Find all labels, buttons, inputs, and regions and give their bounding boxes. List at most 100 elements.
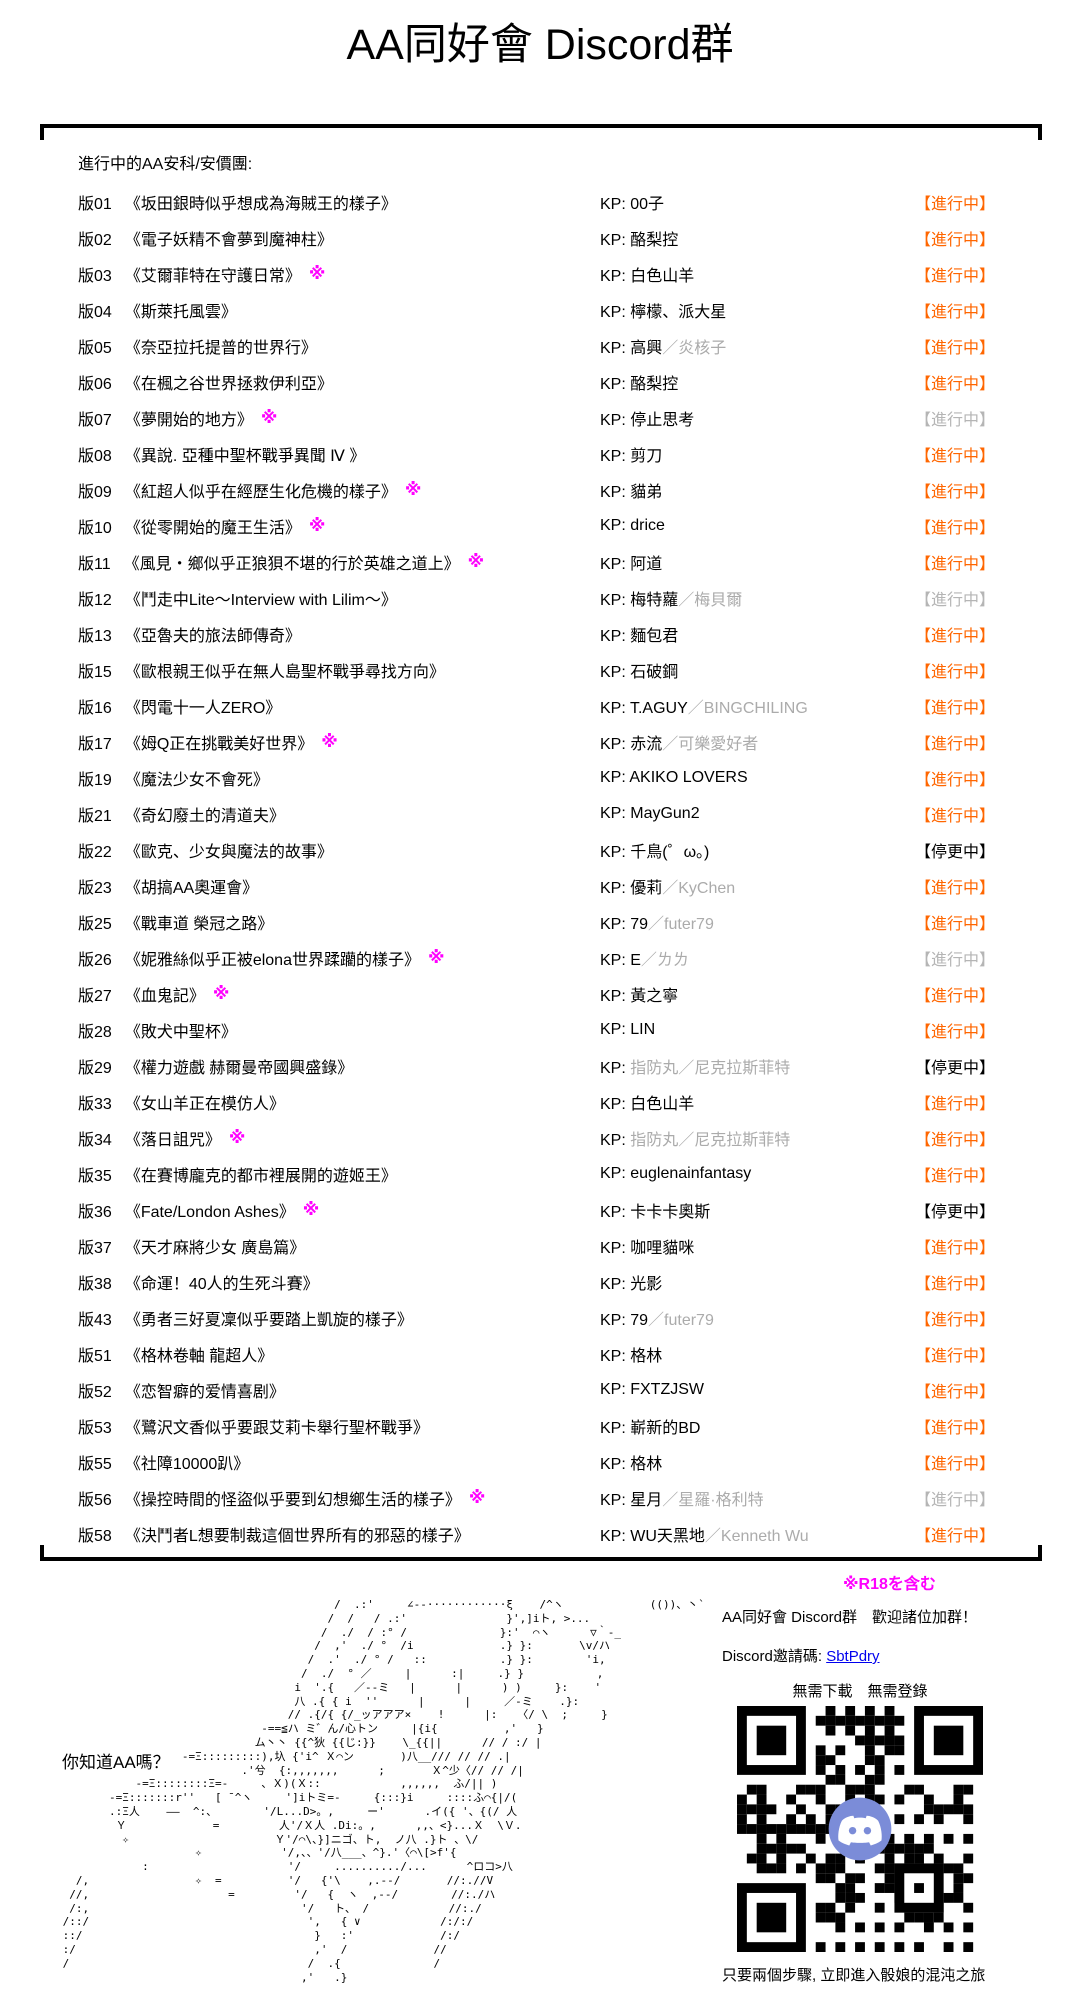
kp-secondary-name: ／futer79 [648, 916, 714, 933]
table-row: 版21 《奇幻廢土的清道夫》 KP: MayGun2 【進行中】 [78, 796, 1040, 832]
r18-star-mark: ※ [228, 1128, 246, 1147]
status-badge: 【進行中】 [915, 448, 996, 465]
discord-invite-link[interactable]: SbtPdry [826, 1648, 880, 1665]
row-title-cell: 版01 《坂田銀時似乎想成為海賊王的樣子》 [78, 190, 600, 214]
row-kp-cell: KP: 赤流／可樂愛好者 [600, 730, 915, 754]
kp-prefix: KP: [600, 1381, 631, 1398]
invite-label: Discord邀請碼: [722, 1648, 827, 1665]
kp-primary-name: 格林 [630, 1456, 663, 1473]
row-status-cell: 【進行中】 [915, 766, 1040, 790]
table-row: 版02 《電子妖精不會夢到魔神柱》 KP: 酪梨控 【進行中】 [78, 220, 1040, 256]
kp-prefix: KP: [600, 517, 631, 534]
row-title-cell: 版22 《歐克、少女與魔法的故事》 [78, 838, 600, 862]
r18-star-mark: ※ [467, 552, 485, 571]
table-row: 版15 《歐根親王似乎在無人島聖杯戰爭尋找方向》 KP: 石破鋼 【進行中】 [78, 652, 1040, 688]
row-kp-cell: KP: 00子 [600, 190, 915, 214]
kp-prefix: KP: [600, 952, 631, 969]
row-title: 《亞魯夫的旅法師傳奇》 [124, 628, 301, 645]
kp-prefix: KP: [600, 232, 631, 249]
status-badge: 【進行中】 [915, 1528, 996, 1545]
row-status-cell: 【進行中】 [915, 910, 1040, 934]
row-title: 《歐根親王似乎在無人島聖杯戰爭尋找方向》 [124, 664, 445, 681]
row-kp-cell: KP: 79／futer79 [600, 1306, 915, 1330]
kp-primary-name: 石破鋼 [630, 664, 679, 681]
row-title: 《艾爾菲特在守護日常》 [124, 268, 301, 285]
kp-prefix: KP: [600, 1348, 631, 1365]
kp-prefix: KP: [600, 196, 631, 213]
kp-prefix: KP: [600, 628, 631, 645]
kp-primary-name: 優莉 [630, 880, 663, 897]
row-number: 版36 [78, 1204, 112, 1221]
row-title-cell: 版12 《鬥走中Lite～Interview with Lilim～》 [78, 586, 600, 610]
row-title-cell: 版37 《天才麻將少女 廣島篇》 [78, 1234, 600, 1258]
row-title-cell: 版34 《落日詛咒》 ※ [78, 1126, 600, 1150]
status-badge: 【停更中】 [915, 1204, 996, 1221]
table-row: 版26 《妮雅絲似乎正被elona世界蹂躪的樣子》 ※ KP: E／ㄌㄌ 【進行… [78, 940, 1040, 976]
row-title: 《社障10000趴》 [124, 1456, 250, 1473]
aa-question-text: 你知道AA嗎？ [62, 1753, 170, 1772]
row-number: 版35 [78, 1168, 112, 1185]
kp-secondary-name: ／可樂愛好者 [662, 736, 759, 753]
status-badge: 【進行中】 [915, 700, 996, 717]
row-number: 版37 [78, 1240, 112, 1257]
status-badge: 【進行中】 [915, 1024, 996, 1041]
row-title-cell: 版29 《權力遊戲 赫爾曼帝國興盛錄》 [78, 1054, 600, 1078]
kp-prefix: KP: [600, 1021, 631, 1038]
row-title-cell: 版35 《在賽博龐克的都市裡展開的遊姬王》 [78, 1162, 600, 1186]
row-status-cell: 【進行中】 [915, 982, 1040, 1006]
row-status-cell: 【進行中】 [915, 1018, 1040, 1042]
kp-primary-name: 咖哩貓咪 [630, 1240, 695, 1257]
kp-primary-name: 格林 [630, 1348, 663, 1365]
row-title: 《敗犬中聖杯》 [124, 1024, 237, 1041]
row-title: 《落日詛咒》 [124, 1132, 221, 1149]
row-status-cell: 【進行中】 [915, 478, 1040, 502]
status-badge: 【進行中】 [915, 1132, 996, 1149]
row-status-cell: 【停更中】 [915, 1198, 1040, 1222]
row-title: 《鷺沢文香似乎要跟艾莉卡舉行聖杯戰爭》 [124, 1420, 429, 1437]
row-number: 版11 [78, 556, 111, 573]
row-number: 版02 [78, 232, 112, 249]
row-number: 版12 [78, 592, 112, 609]
status-badge: 【進行中】 [915, 1384, 996, 1401]
row-status-cell: 【進行中】 [915, 658, 1040, 682]
row-title: 《風見・鄉似乎正狼狽不堪的行於英雄之道上》 [123, 556, 460, 573]
page-title: AA同好會 Discord群 [346, 21, 734, 69]
row-title-cell: 版02 《電子妖精不會夢到魔神柱》 [78, 226, 600, 250]
table-row: 版16 《閃電十一人ZERO》 KP: T.AGUY／BINGCHILING 【… [78, 688, 1040, 724]
table-row: 版12 《鬥走中Lite～Interview with Lilim～》 KP: … [78, 580, 1040, 616]
row-kp-cell: KP: AKIKO LOVERS [600, 769, 915, 787]
kp-prefix: KP: [600, 700, 630, 717]
row-title: 《勇者三好夏凜似乎要踏上凱旋的樣子》 [124, 1312, 413, 1329]
kp-primary-name: T.AGUY [629, 700, 688, 717]
kp-prefix: KP: [600, 916, 631, 933]
row-title: 《歐克、少女與魔法的故事》 [124, 844, 333, 861]
row-status-cell: 【進行中】 [915, 1378, 1040, 1402]
kp-primary-name: drice [630, 517, 665, 534]
row-title: 《血鬼記》 [124, 988, 205, 1005]
status-badge: 【進行中】 [915, 268, 996, 285]
table-row: 版22 《歐克、少女與魔法的故事》 KP: 千鳥(゜ω。) 【停更中】 [78, 832, 1040, 868]
row-number: 版22 [78, 844, 112, 861]
status-badge: 【進行中】 [915, 736, 996, 753]
row-status-cell: 【進行中】 [915, 1234, 1040, 1258]
status-badge: 【進行中】 [915, 556, 996, 573]
table-row: 版53 《鷺沢文香似乎要跟艾莉卡舉行聖杯戰爭》 KP: 嶄新的BD 【進行中】 [78, 1408, 1040, 1444]
row-number: 版34 [78, 1132, 112, 1149]
row-kp-cell: KP: 咖哩貓咪 [600, 1234, 915, 1258]
status-badge: 【進行中】 [915, 232, 996, 249]
row-number: 版23 [78, 880, 112, 897]
status-badge: 【進行中】 [915, 340, 996, 357]
kp-primary-name: 貓弟 [630, 484, 663, 501]
kp-prefix: KP: [600, 1132, 631, 1149]
row-title: 《決鬥者L想要制裁這個世界所有的邪惡的樣子》 [124, 1528, 470, 1545]
kp-prefix: KP: [600, 1096, 631, 1113]
r18-star-mark: ※ [212, 984, 230, 1003]
row-title-cell: 版52 《恋智癖的爱情喜剧》 [78, 1378, 600, 1402]
kp-secondary-name: ／ㄌㄌ [640, 952, 689, 969]
kp-prefix: KP: [600, 556, 631, 573]
kp-primary-name: 星月 [630, 1492, 663, 1509]
row-title: 《電子妖精不會夢到魔神柱》 [124, 232, 333, 249]
row-number: 版09 [78, 484, 112, 501]
kp-prefix: KP: [600, 1456, 631, 1473]
row-title: 《魔法少女不會死》 [124, 772, 269, 789]
